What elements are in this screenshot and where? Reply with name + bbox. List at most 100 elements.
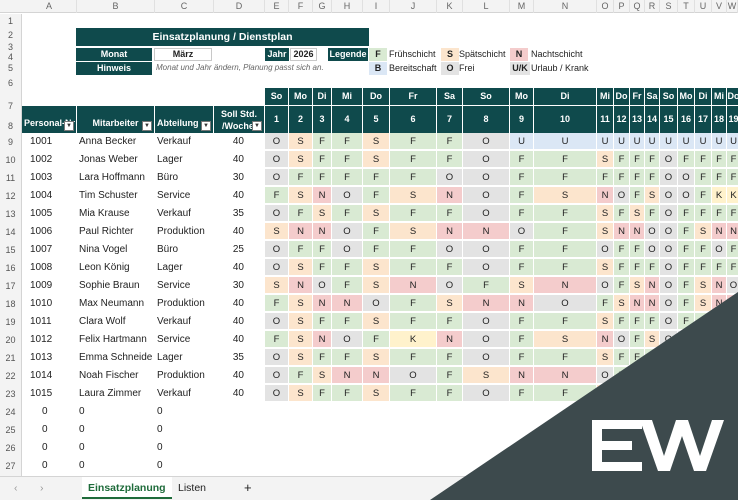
shift-cell[interactable]: O	[660, 151, 678, 168]
shift-cell[interactable]: F	[727, 169, 738, 186]
shift-cell[interactable]: N	[390, 277, 437, 294]
shift-cell[interactable]: N	[510, 367, 534, 384]
shift-cell[interactable]: S	[289, 331, 313, 348]
shift-cell[interactable]: O	[265, 313, 289, 330]
shift-cell[interactable]: F	[437, 151, 463, 168]
shift-cell[interactable]: F	[510, 385, 534, 402]
shift-cell[interactable]: N	[313, 223, 332, 240]
shift-cell[interactable]: F	[534, 205, 597, 222]
row-number[interactable]: 6	[0, 75, 22, 92]
shift-cell[interactable]: F	[510, 241, 534, 258]
shift-cell[interactable]: F	[727, 151, 738, 168]
shift-cell[interactable]: F	[678, 241, 695, 258]
abteilung-cell[interactable]: Produktion	[157, 370, 205, 381]
shift-cell[interactable]: F	[645, 349, 660, 366]
personal-nr-cell[interactable]: 1001	[30, 136, 53, 147]
shift-cell[interactable]: S	[289, 133, 313, 150]
shift-cell[interactable]: F	[678, 223, 695, 240]
soll-std-cell[interactable]: 40	[232, 226, 244, 237]
mitarbeiter-cell[interactable]: Emma Schneider	[79, 352, 153, 363]
shift-cell[interactable]: F	[313, 385, 332, 402]
shift-cell[interactable]: F	[534, 313, 597, 330]
shift-cell[interactable]: F	[332, 169, 363, 186]
shift-cell[interactable]: O	[437, 241, 463, 258]
shift-cell[interactable]: F	[614, 259, 630, 276]
shift-cell[interactable]: F	[614, 313, 630, 330]
shift-cell[interactable]: F	[695, 313, 712, 330]
shift-cell[interactable]: O	[660, 331, 678, 348]
shift-cell[interactable]: F	[313, 259, 332, 276]
shift-cell[interactable]: F	[363, 331, 390, 348]
shift-cell[interactable]: S	[363, 313, 390, 330]
shift-cell[interactable]: S	[363, 133, 390, 150]
row-number[interactable]: 10	[0, 151, 22, 169]
shift-cell[interactable]: F	[630, 259, 645, 276]
shift-cell[interactable]: N	[363, 367, 390, 384]
mitarbeiter-cell[interactable]: Sophie Braun	[79, 280, 140, 291]
shift-cell[interactable]: N	[437, 187, 463, 204]
tab-listen[interactable]: Listen	[178, 482, 207, 494]
shift-cell[interactable]: F	[332, 277, 363, 294]
row-number[interactable]: 16	[0, 259, 22, 277]
shift-cell[interactable]: O	[660, 295, 678, 312]
soll-std-cell[interactable]: 40	[232, 136, 244, 147]
shift-cell[interactable]: F	[630, 169, 645, 186]
mitarbeiter-cell[interactable]: 0	[79, 406, 85, 417]
row-number[interactable]: 7	[0, 92, 22, 120]
personal-nr-cell[interactable]: 0	[42, 424, 48, 435]
shift-cell[interactable]: F	[678, 277, 695, 294]
shift-cell[interactable]: F	[727, 259, 738, 276]
row-number[interactable]: 3	[0, 42, 22, 52]
mitarbeiter-cell[interactable]: Laura Zimmer	[79, 388, 142, 399]
shift-cell[interactable]: O	[597, 367, 614, 384]
column-header[interactable]: T	[678, 0, 695, 13]
soll-std-cell[interactable]: 40	[232, 334, 244, 345]
scroll-right-icon[interactable]: ›	[40, 482, 44, 494]
shift-cell[interactable]: N	[712, 277, 727, 294]
shift-cell[interactable]: O	[265, 259, 289, 276]
shift-cell[interactable]: S	[289, 313, 313, 330]
shift-cell[interactable]: N	[712, 223, 727, 240]
personal-nr-cell[interactable]: 1002	[30, 154, 53, 165]
row-number[interactable]: 15	[0, 241, 22, 259]
column-header[interactable]: S	[660, 0, 678, 13]
shift-cell[interactable]: S	[597, 349, 614, 366]
soll-std-cell[interactable]: 35	[232, 208, 244, 219]
shift-cell[interactable]: N	[597, 331, 614, 348]
mitarbeiter-cell[interactable]: Jonas Weber	[79, 154, 138, 165]
shift-cell[interactable]: O	[678, 169, 695, 186]
shift-cell[interactable]: F	[390, 295, 437, 312]
row-number[interactable]: 24	[0, 403, 22, 421]
mitarbeiter-cell[interactable]: 0	[79, 460, 85, 471]
shift-cell[interactable]: F	[332, 385, 363, 402]
shift-cell[interactable]: U	[614, 133, 630, 150]
shift-cell[interactable]: F	[534, 223, 597, 240]
shift-cell[interactable]: O	[332, 223, 363, 240]
row-number[interactable]: 13	[0, 205, 22, 223]
column-header[interactable]: F	[289, 0, 313, 13]
shift-cell[interactable]: F	[510, 205, 534, 222]
shift-cell[interactable]: O	[660, 223, 678, 240]
shift-cell[interactable]: F	[630, 331, 645, 348]
row-number[interactable]: 25	[0, 421, 22, 439]
shift-cell[interactable]: F	[614, 151, 630, 168]
shift-cell[interactable]: N	[313, 331, 332, 348]
column-header[interactable]: V	[712, 0, 727, 13]
shift-cell[interactable]: N	[332, 367, 363, 384]
row-number[interactable]: 8	[0, 120, 22, 133]
shift-cell[interactable]: S	[437, 295, 463, 312]
shift-cell[interactable]: S	[534, 331, 597, 348]
shift-cell[interactable]: O	[332, 187, 363, 204]
shift-cell[interactable]: N	[313, 187, 332, 204]
shift-cell[interactable]: N	[313, 295, 332, 312]
shift-cell[interactable]: F	[510, 169, 534, 186]
shift-cell[interactable]: N	[630, 223, 645, 240]
shift-cell[interactable]: F	[712, 313, 727, 330]
shift-cell[interactable]: F	[390, 313, 437, 330]
shift-cell[interactable]: F	[645, 259, 660, 276]
shift-cell[interactable]: S	[510, 277, 534, 294]
shift-cell[interactable]: F	[510, 187, 534, 204]
shift-cell[interactable]: O	[463, 241, 510, 258]
shift-cell[interactable]: F	[534, 259, 597, 276]
shift-cell[interactable]: S	[363, 349, 390, 366]
